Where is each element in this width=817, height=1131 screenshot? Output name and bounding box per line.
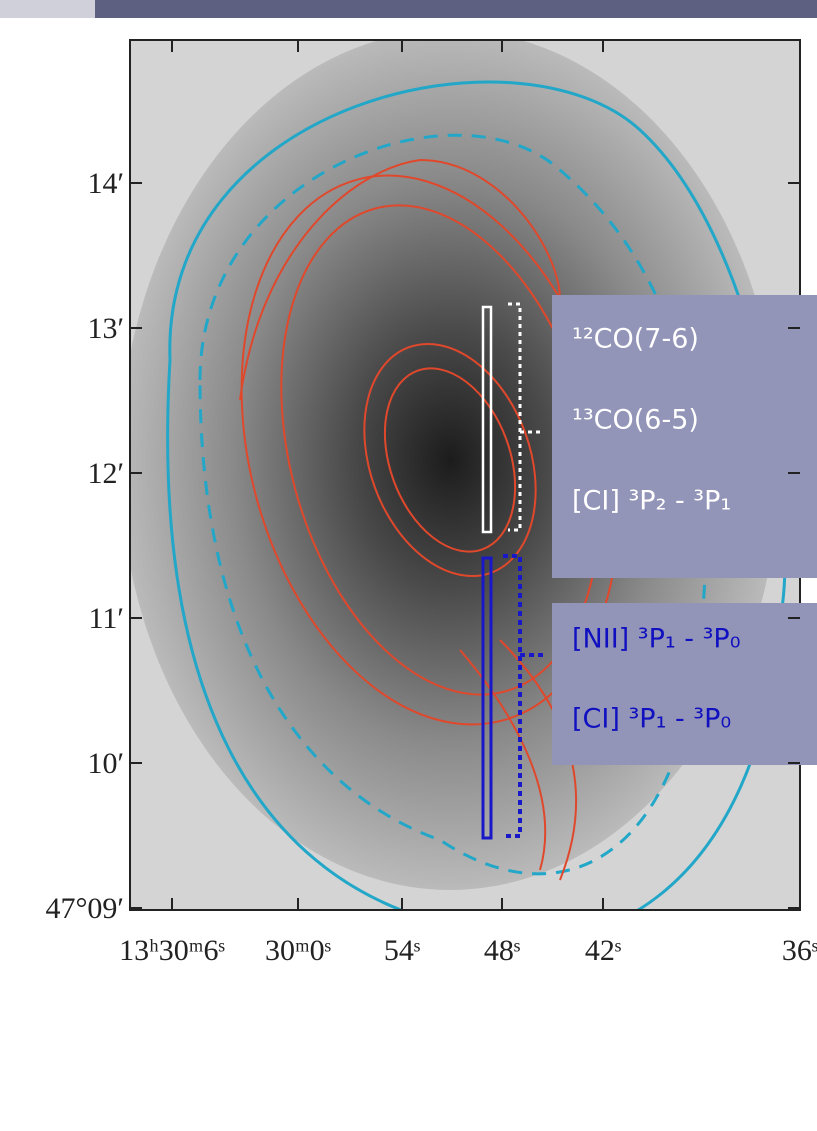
y-tick-label: 47°09′ bbox=[45, 892, 124, 925]
x-tick-label: 48ˢ bbox=[484, 934, 520, 967]
y-tick-label: 11′ bbox=[89, 602, 124, 635]
line-label: [CI] ³P₁ - ³P₀ bbox=[572, 704, 731, 735]
x-tick-label: 13ʰ30ᵐ6ˢ bbox=[119, 934, 225, 967]
y-tick-label: 13′ bbox=[87, 312, 124, 345]
x-tick-label: 30ᵐ0ˢ bbox=[265, 934, 331, 967]
y-tick-label: 10′ bbox=[87, 747, 124, 780]
line-label: ¹³CO(6-5) bbox=[572, 405, 699, 436]
x-tick-label: 42ˢ bbox=[585, 934, 621, 967]
line-label: ¹²CO(7-6) bbox=[572, 324, 699, 355]
line-label: [CI] ³P₂ - ³P₁ bbox=[572, 486, 731, 517]
x-tick-label: 54ˢ bbox=[384, 934, 420, 967]
x-tick-label: 36ˢ bbox=[782, 934, 817, 967]
y-tick-label: 14′ bbox=[87, 167, 124, 200]
top-bar bbox=[0, 0, 817, 18]
top-bar-logo bbox=[0, 0, 95, 18]
line-label: [NII] ³P₁ - ³P₀ bbox=[572, 624, 741, 655]
page: ¹²CO(7-6) ¹³CO(6-5) [CI] ³P₂ - ³P₁ [NII] ³P… bbox=[0, 0, 817, 1131]
slide: ¹²CO(7-6) ¹³CO(6-5) [CI] ³P₂ - ³P₁ [NII] ³P… bbox=[0, 0, 817, 1131]
y-tick-label: 12′ bbox=[87, 457, 124, 490]
